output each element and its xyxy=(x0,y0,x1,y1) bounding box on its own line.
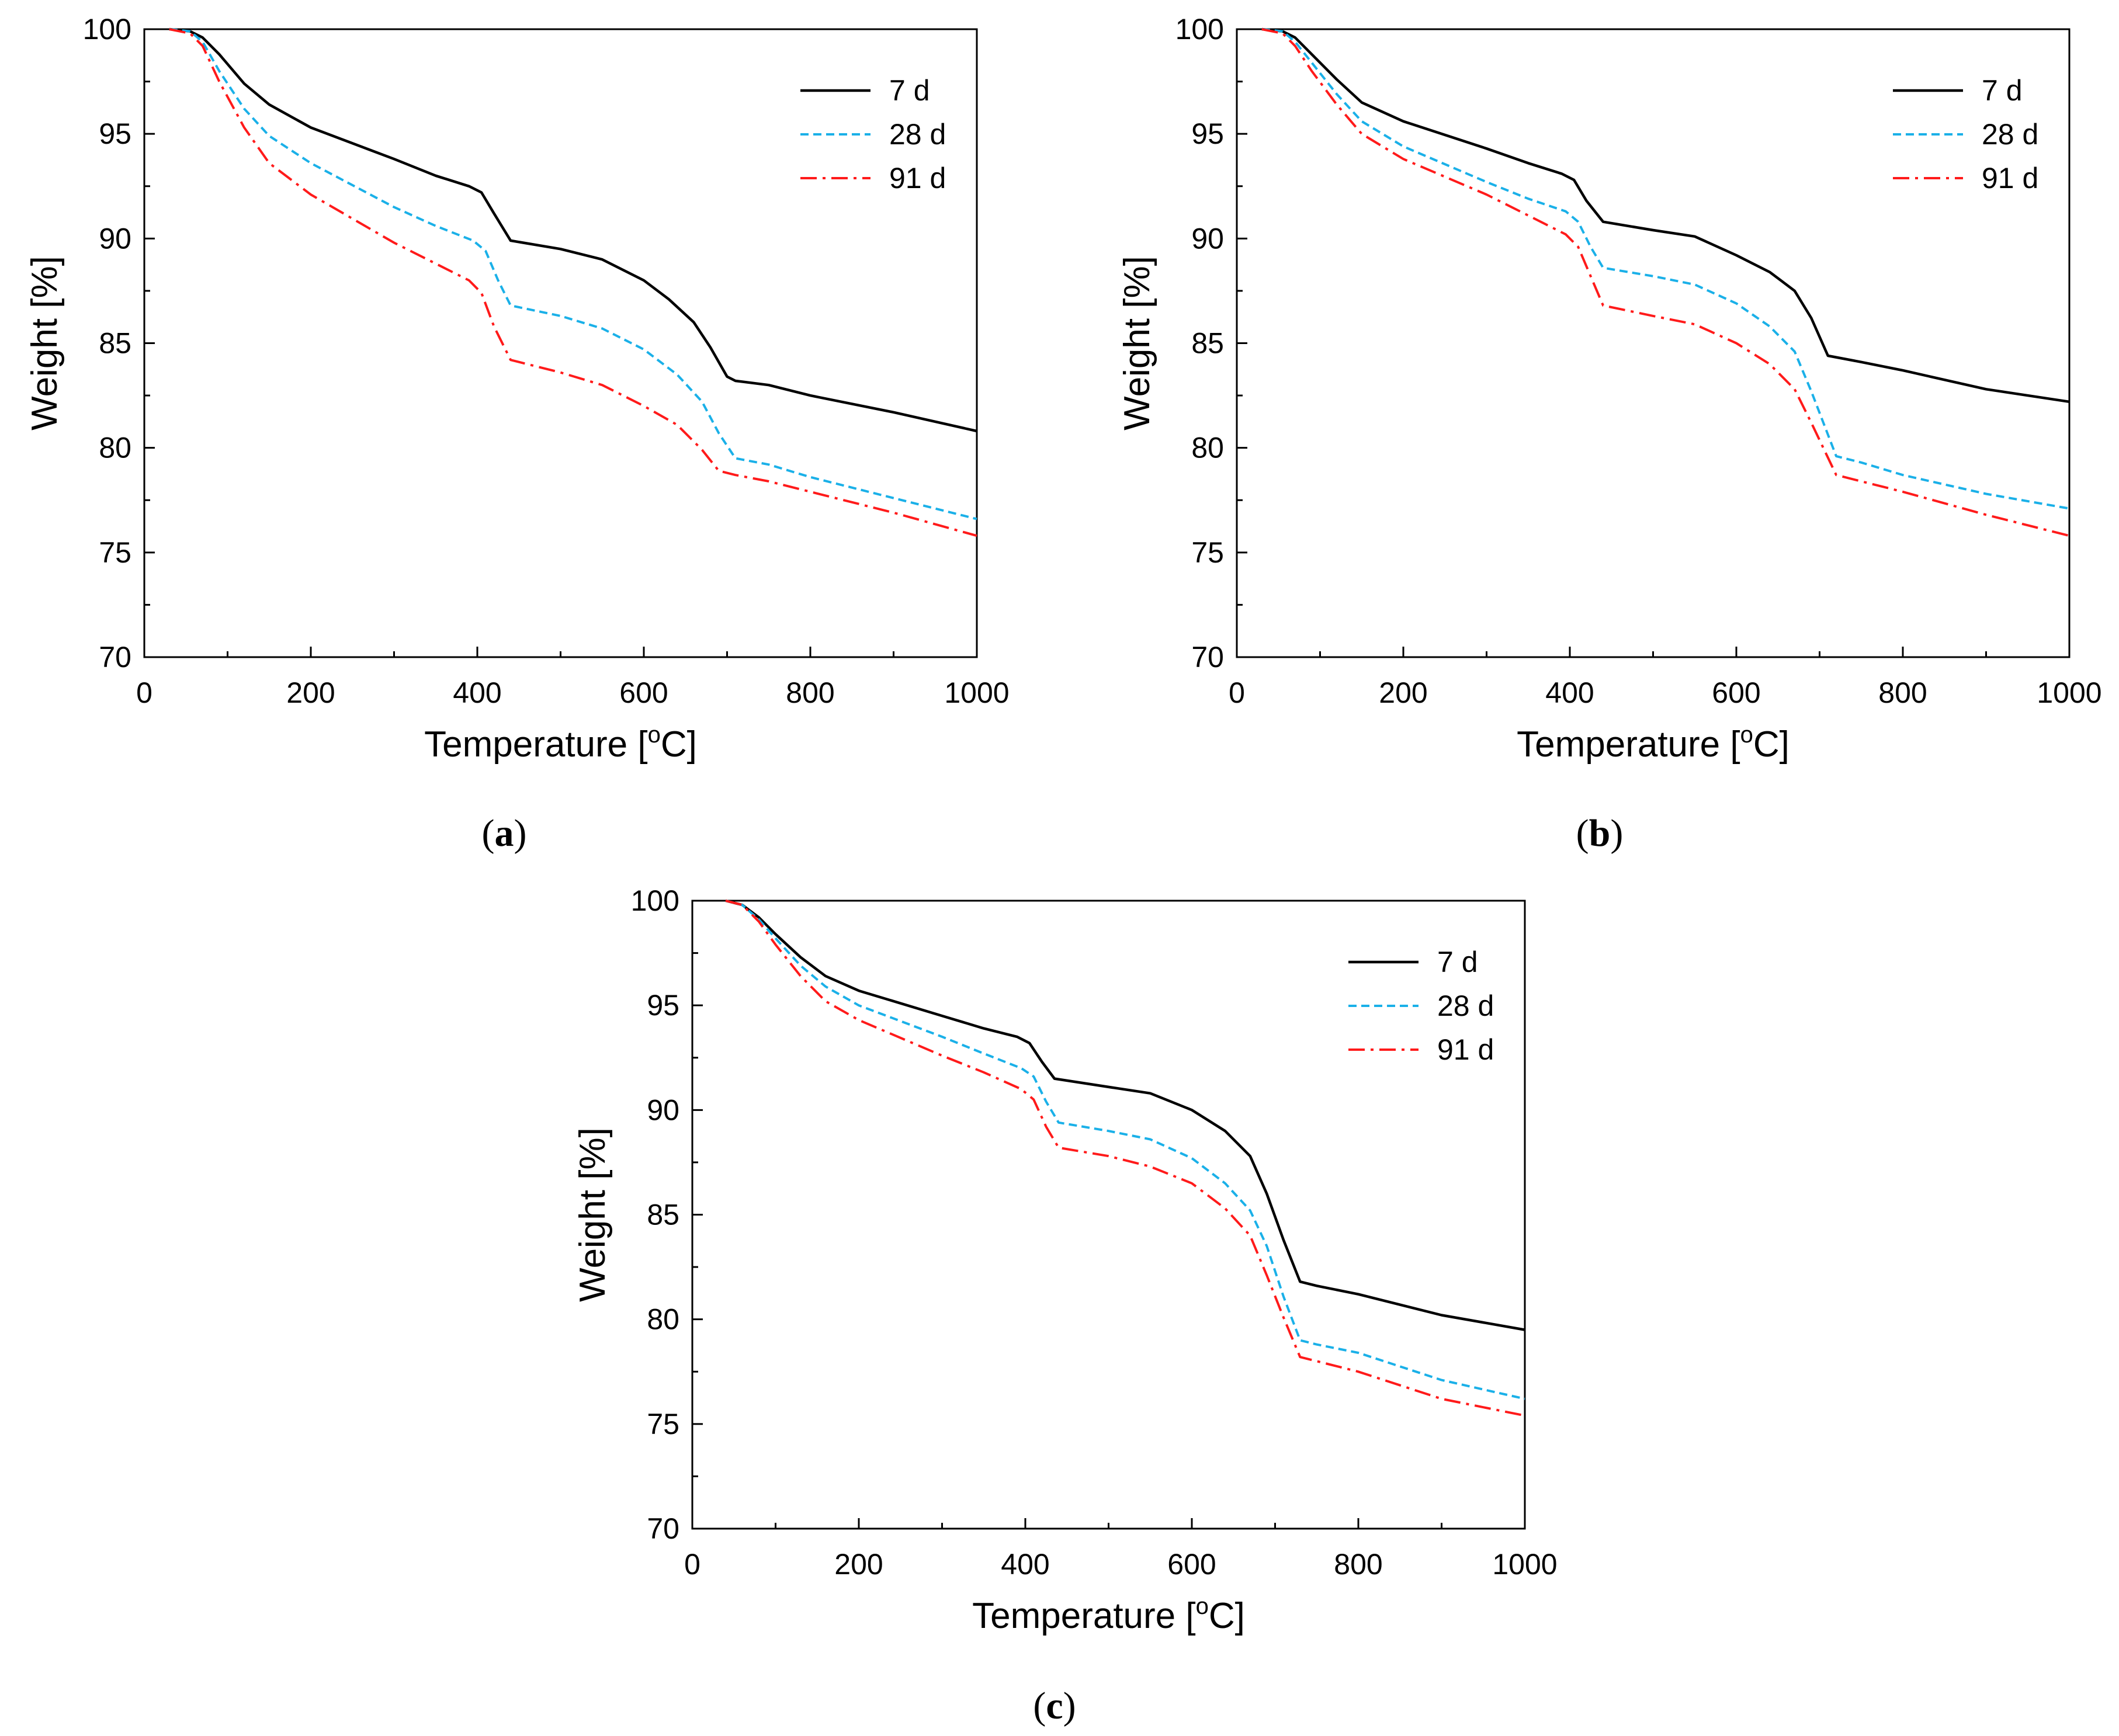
legend-label: 7 d xyxy=(1982,74,2023,107)
series-line-7d xyxy=(1261,27,2070,404)
x-tick-label: 600 xyxy=(1712,676,1760,709)
y-tick-label: 85 xyxy=(647,1199,679,1231)
x-tick-label: 1000 xyxy=(2037,676,2101,709)
series-line-91d xyxy=(1261,28,2070,537)
x-tick-label: 200 xyxy=(1379,676,1427,709)
x-tick-label: 0 xyxy=(684,1548,700,1581)
legend-label: 91 d xyxy=(1982,162,2038,195)
y-tick-label: 100 xyxy=(83,13,131,46)
x-tick-label: 200 xyxy=(286,676,335,709)
y-tick-label: 70 xyxy=(647,1512,679,1545)
chart-panel-a: 0 200 400 600 800 1000 70 75 80 85 90 95 100 Temperat… xyxy=(25,13,1010,765)
y-tick-label: 95 xyxy=(647,989,679,1022)
y-axis-title: Weight [%] xyxy=(1117,256,1157,430)
x-tick-label: 0 xyxy=(136,676,152,709)
y-tick-label: 80 xyxy=(647,1303,679,1336)
series-line-91d xyxy=(169,28,977,537)
y-tick-label: 85 xyxy=(99,327,131,360)
caption-a: (a) xyxy=(482,812,527,855)
x-tick-label: 800 xyxy=(1334,1548,1382,1581)
x-tick-label: 200 xyxy=(834,1548,883,1581)
chart-panel-c: 0 200 400 600 800 1000 70 75 80 85 90 95 100 Temperat… xyxy=(573,884,1558,1636)
y-tick-label: 80 xyxy=(99,432,131,464)
x-tick-label: 1000 xyxy=(1492,1548,1557,1581)
x-tick-label: 800 xyxy=(786,676,834,709)
y-tick-label: 100 xyxy=(631,884,679,917)
x-tick-label: 400 xyxy=(1001,1548,1049,1581)
series-line-28d xyxy=(725,900,1525,1400)
legend-label: 91 d xyxy=(1437,1033,1494,1066)
caption-c: (c) xyxy=(1033,1685,1076,1727)
x-tick-label: 600 xyxy=(619,676,668,709)
y-tick-label: 85 xyxy=(1191,327,1224,360)
plot-area-frame xyxy=(143,28,978,658)
y-tick-label: 95 xyxy=(99,117,131,150)
y-tick-label: 90 xyxy=(1191,222,1224,255)
legend-label: 28 d xyxy=(1982,118,2038,151)
plot-area-frame xyxy=(691,900,1526,1530)
x-tick-label: 1000 xyxy=(944,676,1009,709)
x-axis-title: Temperature [oC] xyxy=(424,722,697,765)
series-line-7d xyxy=(169,27,977,433)
y-tick-label: 75 xyxy=(1191,536,1224,569)
legend-label: 28 d xyxy=(1437,989,1494,1022)
x-axis-title: Temperature [oC] xyxy=(1517,722,1789,765)
y-tick-label: 100 xyxy=(1175,13,1224,46)
x-tick-label: 600 xyxy=(1167,1548,1216,1581)
y-tick-label: 75 xyxy=(99,536,131,569)
series-line-91d xyxy=(725,900,1525,1417)
y-axis-title: Weight [%] xyxy=(573,1127,613,1302)
y-tick-label: 80 xyxy=(1191,432,1224,464)
y-tick-label: 90 xyxy=(99,222,131,255)
legend-label: 7 d xyxy=(889,74,930,107)
series-line-7d xyxy=(725,899,1525,1331)
x-tick-label: 400 xyxy=(453,676,501,709)
plot-area-frame xyxy=(1236,28,2071,658)
y-axis-title: Weight [%] xyxy=(25,256,65,430)
x-tick-label: 0 xyxy=(1229,676,1245,709)
y-tick-label: 75 xyxy=(647,1408,679,1440)
x-axis-title: Temperature [oC] xyxy=(972,1593,1245,1636)
legend-label: 28 d xyxy=(889,118,946,151)
x-tick-label: 800 xyxy=(1878,676,1927,709)
x-tick-label: 400 xyxy=(1545,676,1594,709)
y-tick-label: 70 xyxy=(1191,641,1224,673)
y-tick-label: 70 xyxy=(99,641,131,673)
legend-label: 91 d xyxy=(889,162,946,195)
caption-b: (b) xyxy=(1576,812,1624,855)
legend-label: 7 d xyxy=(1437,946,1478,978)
y-tick-label: 95 xyxy=(1191,117,1224,150)
chart-panel-b: 0 200 400 600 800 1000 70 75 80 85 90 95 100 Temperat… xyxy=(1117,13,2102,765)
y-tick-label: 90 xyxy=(647,1093,679,1126)
series-line-28d xyxy=(169,28,977,520)
series-line-28d xyxy=(1261,28,2070,510)
